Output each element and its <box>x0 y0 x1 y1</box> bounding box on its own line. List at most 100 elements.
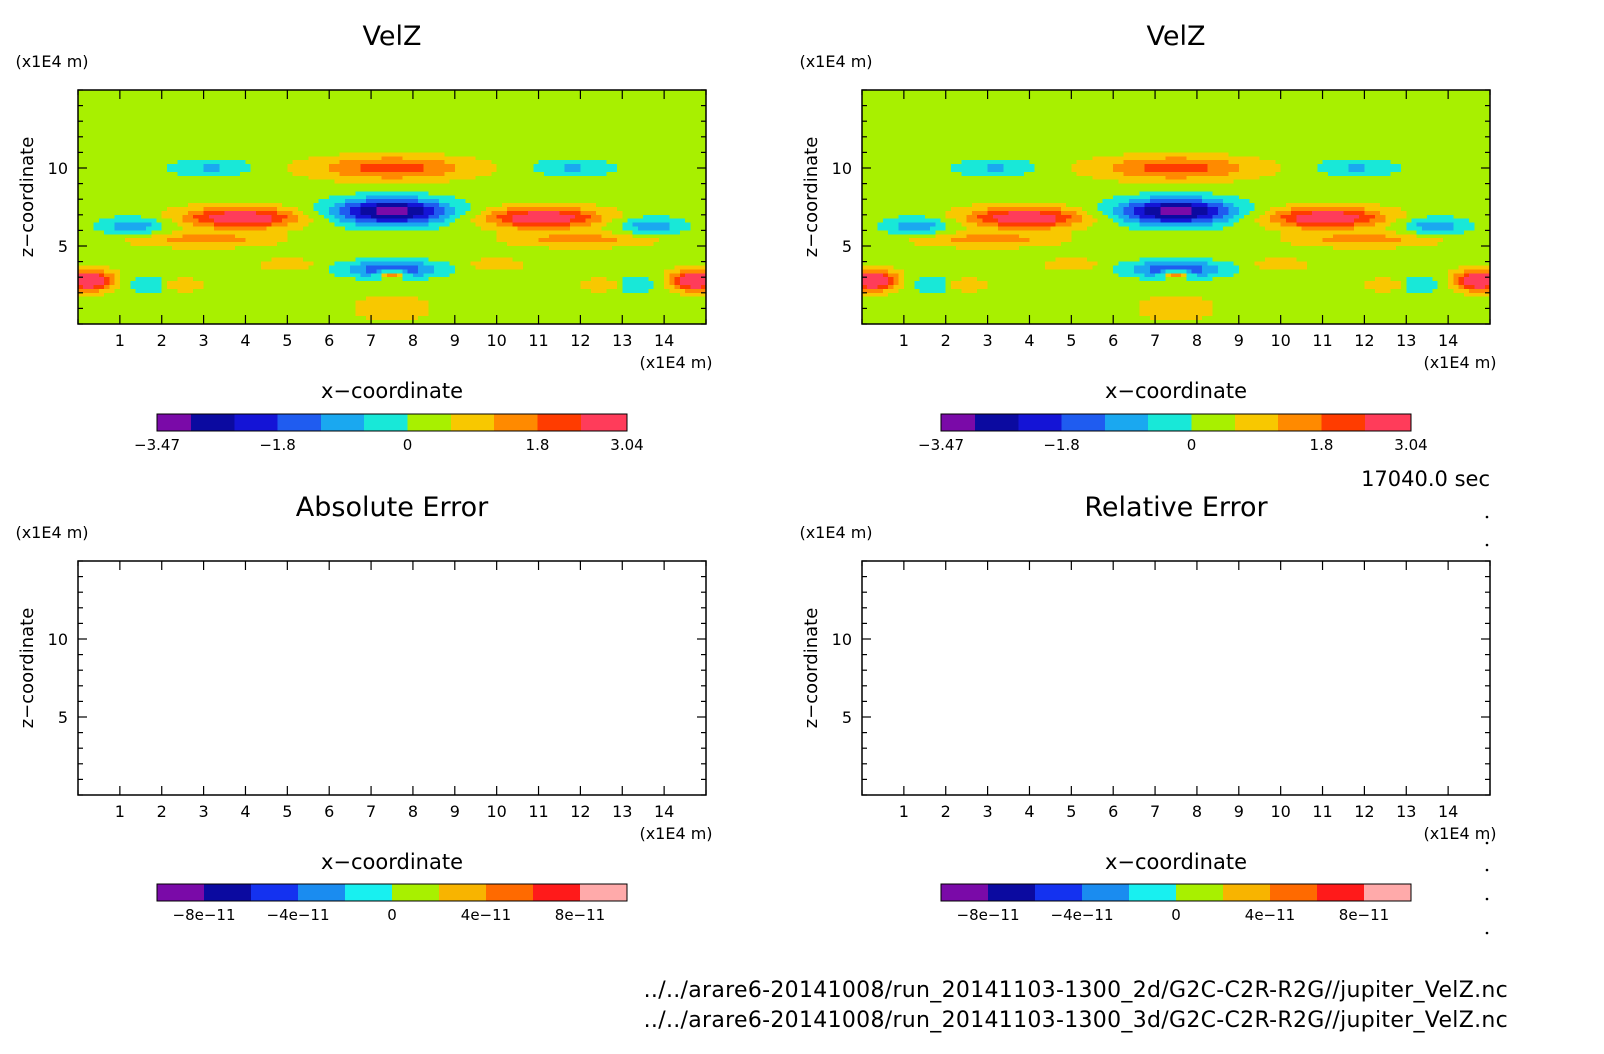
plot-title: Absolute Error <box>296 492 489 523</box>
field-cell <box>862 117 1491 122</box>
field-cell <box>166 281 205 286</box>
field-cell <box>1139 218 1161 224</box>
field-cell <box>1071 214 1083 220</box>
field-cell <box>135 277 163 282</box>
field-cell <box>266 226 304 231</box>
field-cell <box>78 195 330 200</box>
field-cell <box>1076 160 1125 165</box>
field-cell <box>664 285 676 290</box>
field-cell <box>1469 218 1491 224</box>
field-cell <box>862 113 1491 118</box>
field-cell <box>512 257 707 263</box>
field-cell <box>203 281 581 286</box>
field-cell <box>1055 222 1072 228</box>
field-cell <box>1160 269 1167 274</box>
field-cell <box>454 168 498 173</box>
field-cell <box>1432 288 1454 294</box>
field-cell <box>559 210 581 216</box>
field-cell <box>470 261 524 267</box>
field-cell <box>282 218 299 224</box>
field-cell <box>1217 210 1229 216</box>
field-cell <box>1149 296 1203 302</box>
field-cell <box>371 273 383 278</box>
field-cell <box>1107 214 1120 220</box>
field-cell <box>1223 203 1235 208</box>
field-cell <box>151 222 163 228</box>
field-cell <box>1170 273 1182 278</box>
field-cell <box>862 210 947 216</box>
colorbar-tick-label: −8e−11 <box>173 906 236 924</box>
field-cell <box>877 226 900 231</box>
field-raster <box>862 90 1491 325</box>
field-cell <box>1186 269 1193 274</box>
x-tick-label: 8 <box>1192 802 1202 821</box>
field-cell <box>1348 168 1365 173</box>
x-tick-label: 13 <box>612 331 632 350</box>
field-cell <box>501 218 513 224</box>
field-cell <box>658 238 707 243</box>
field-cell <box>966 226 999 231</box>
field-cell <box>1134 207 1146 212</box>
field-cell <box>177 288 194 294</box>
x-tick-label: 5 <box>282 802 292 821</box>
field-cell <box>1144 164 1208 169</box>
field-cell <box>1353 222 1376 228</box>
colorbar-tick-label: 0 <box>1187 436 1197 454</box>
field-cell <box>418 269 435 274</box>
field-cell <box>334 222 356 228</box>
field-cell <box>679 281 707 286</box>
field-cell <box>1369 218 1386 224</box>
field-cell <box>1374 214 1386 220</box>
field-cell <box>433 207 445 212</box>
field-cell <box>104 269 121 274</box>
field-cell <box>444 171 493 177</box>
x-tick-label: 14 <box>654 331 674 350</box>
field-cell <box>166 238 247 243</box>
field-cell <box>1458 277 1465 282</box>
field-cell <box>355 308 430 313</box>
field-cell <box>78 226 95 231</box>
field-cell <box>1118 179 1235 185</box>
x-tick-label: 12 <box>570 802 590 821</box>
field-cell <box>287 222 309 228</box>
colorbar <box>156 413 628 432</box>
field-cell <box>1401 281 1407 286</box>
field-cell <box>475 156 707 161</box>
field-cell <box>182 226 215 231</box>
field-cell <box>334 179 451 185</box>
field-cell <box>501 203 597 208</box>
field-cell <box>1045 265 1093 270</box>
field-cell <box>862 183 1491 189</box>
field-cell <box>172 246 236 251</box>
field-cell <box>1045 261 1099 267</box>
field-cell <box>549 246 613 251</box>
field-cell <box>329 265 351 270</box>
field-cell <box>1212 300 1491 306</box>
field-cell <box>78 105 707 111</box>
field-cell <box>360 203 377 208</box>
field-cell <box>1155 214 1198 220</box>
field-cell <box>365 269 377 274</box>
field-cell <box>1055 257 1088 263</box>
field-cell <box>1259 222 1282 228</box>
field-cell <box>78 257 273 263</box>
colorbar-swatch <box>157 884 205 901</box>
x-tick-label: 14 <box>1438 802 1458 821</box>
field-cell <box>496 164 534 169</box>
field-cell <box>161 210 189 216</box>
field-cell <box>1097 261 1120 267</box>
colorbar-tick-label: 3.04 <box>1394 436 1427 454</box>
field-cell <box>1306 261 1491 267</box>
colorbar-swatch <box>580 884 628 901</box>
colorbar-tick-label: 0 <box>403 436 413 454</box>
field-cell <box>1113 207 1125 212</box>
field-cell <box>428 300 707 306</box>
field-cell <box>1395 246 1491 251</box>
field-cell <box>1076 210 1088 216</box>
colorbar-swatch <box>1104 414 1149 431</box>
field-cell <box>381 156 404 161</box>
field-cell <box>1270 218 1287 224</box>
field-cell <box>1139 257 1214 263</box>
field-cell <box>940 218 957 224</box>
x-tick-label: 1 <box>115 802 125 821</box>
